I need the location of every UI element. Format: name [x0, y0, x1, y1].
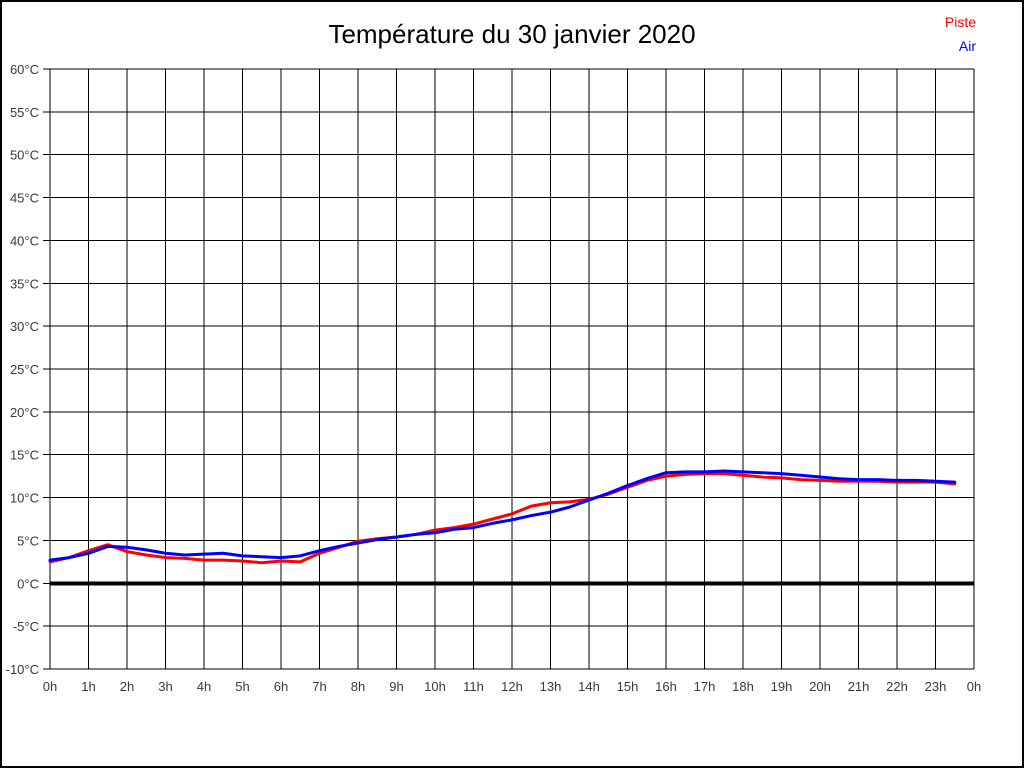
- x-tick-label: 6h: [274, 679, 288, 694]
- legend-item-piste: Piste: [944, 14, 976, 30]
- y-tick-label: 5°C: [17, 533, 39, 548]
- y-tick-label: 30°C: [10, 319, 39, 334]
- x-tick-label: 17h: [694, 679, 716, 694]
- y-tick-labels: 60°C 55°C 50°C 45°C 40°C 35°C 30°C 25°C 20°C 15°C…: [6, 62, 39, 677]
- y-tick-label: -10°C: [6, 662, 39, 677]
- series-line-air: [48, 469, 957, 562]
- x-tick-label: 1h: [81, 679, 95, 694]
- x-tick-label: 14h: [578, 679, 600, 694]
- x-tick-label: 9h: [389, 679, 403, 694]
- legend-item-air: Air: [958, 38, 976, 54]
- y-gridlines: [43, 68, 974, 670]
- y-tick-label: 50°C: [10, 148, 39, 163]
- x-tick-label: 3h: [158, 679, 172, 694]
- x-tick-label: 12h: [501, 679, 523, 694]
- x-tick-label: 8h: [351, 679, 365, 694]
- x-tick-label: 2h: [120, 679, 134, 694]
- x-tick-label: 7h: [312, 679, 326, 694]
- x-tick-label: 19h: [771, 679, 793, 694]
- x-tick-label: 20h: [809, 679, 831, 694]
- x-tick-label: 21h: [848, 679, 870, 694]
- x-tick-label: 16h: [655, 679, 677, 694]
- y-tick-label: 10°C: [10, 491, 39, 506]
- legend: Piste Air: [945, 10, 976, 58]
- series-line-piste: [48, 472, 957, 565]
- y-tick-label: 20°C: [10, 405, 39, 420]
- y-tick-label: 35°C: [10, 276, 39, 291]
- x-tick-label: 22h: [886, 679, 908, 694]
- y-tick-label: 60°C: [10, 62, 39, 77]
- x-tick-label: 4h: [197, 679, 211, 694]
- x-tick-label: 11h: [463, 679, 484, 694]
- y-tick-label: 25°C: [10, 362, 39, 377]
- y-tick-label: 15°C: [10, 448, 39, 463]
- x-tick-label: 0h: [43, 679, 57, 694]
- y-tick-label: -5°C: [13, 619, 39, 634]
- x-tick-label: 23h: [925, 679, 947, 694]
- x-tick-label: 0h: [967, 679, 981, 694]
- x-tick-labels: 0h 1h 2h 3h 4h 5h 6h 7h 8h 9h 10h 11h 12h 13h 14h 15h 16…: [43, 679, 981, 694]
- x-tick-label: 13h: [540, 679, 562, 694]
- y-tick-label: 40°C: [10, 233, 39, 248]
- y-tick-label: 0°C: [17, 576, 39, 591]
- chart-title: Température du 30 janvier 2020: [328, 19, 696, 49]
- x-tick-label: 15h: [617, 679, 639, 694]
- x-tick-label: 18h: [732, 679, 754, 694]
- x-tick-label: 5h: [235, 679, 249, 694]
- x-tick-label: 10h: [424, 679, 446, 694]
- y-tick-label: 45°C: [10, 191, 39, 206]
- y-tick-label: 55°C: [10, 105, 39, 120]
